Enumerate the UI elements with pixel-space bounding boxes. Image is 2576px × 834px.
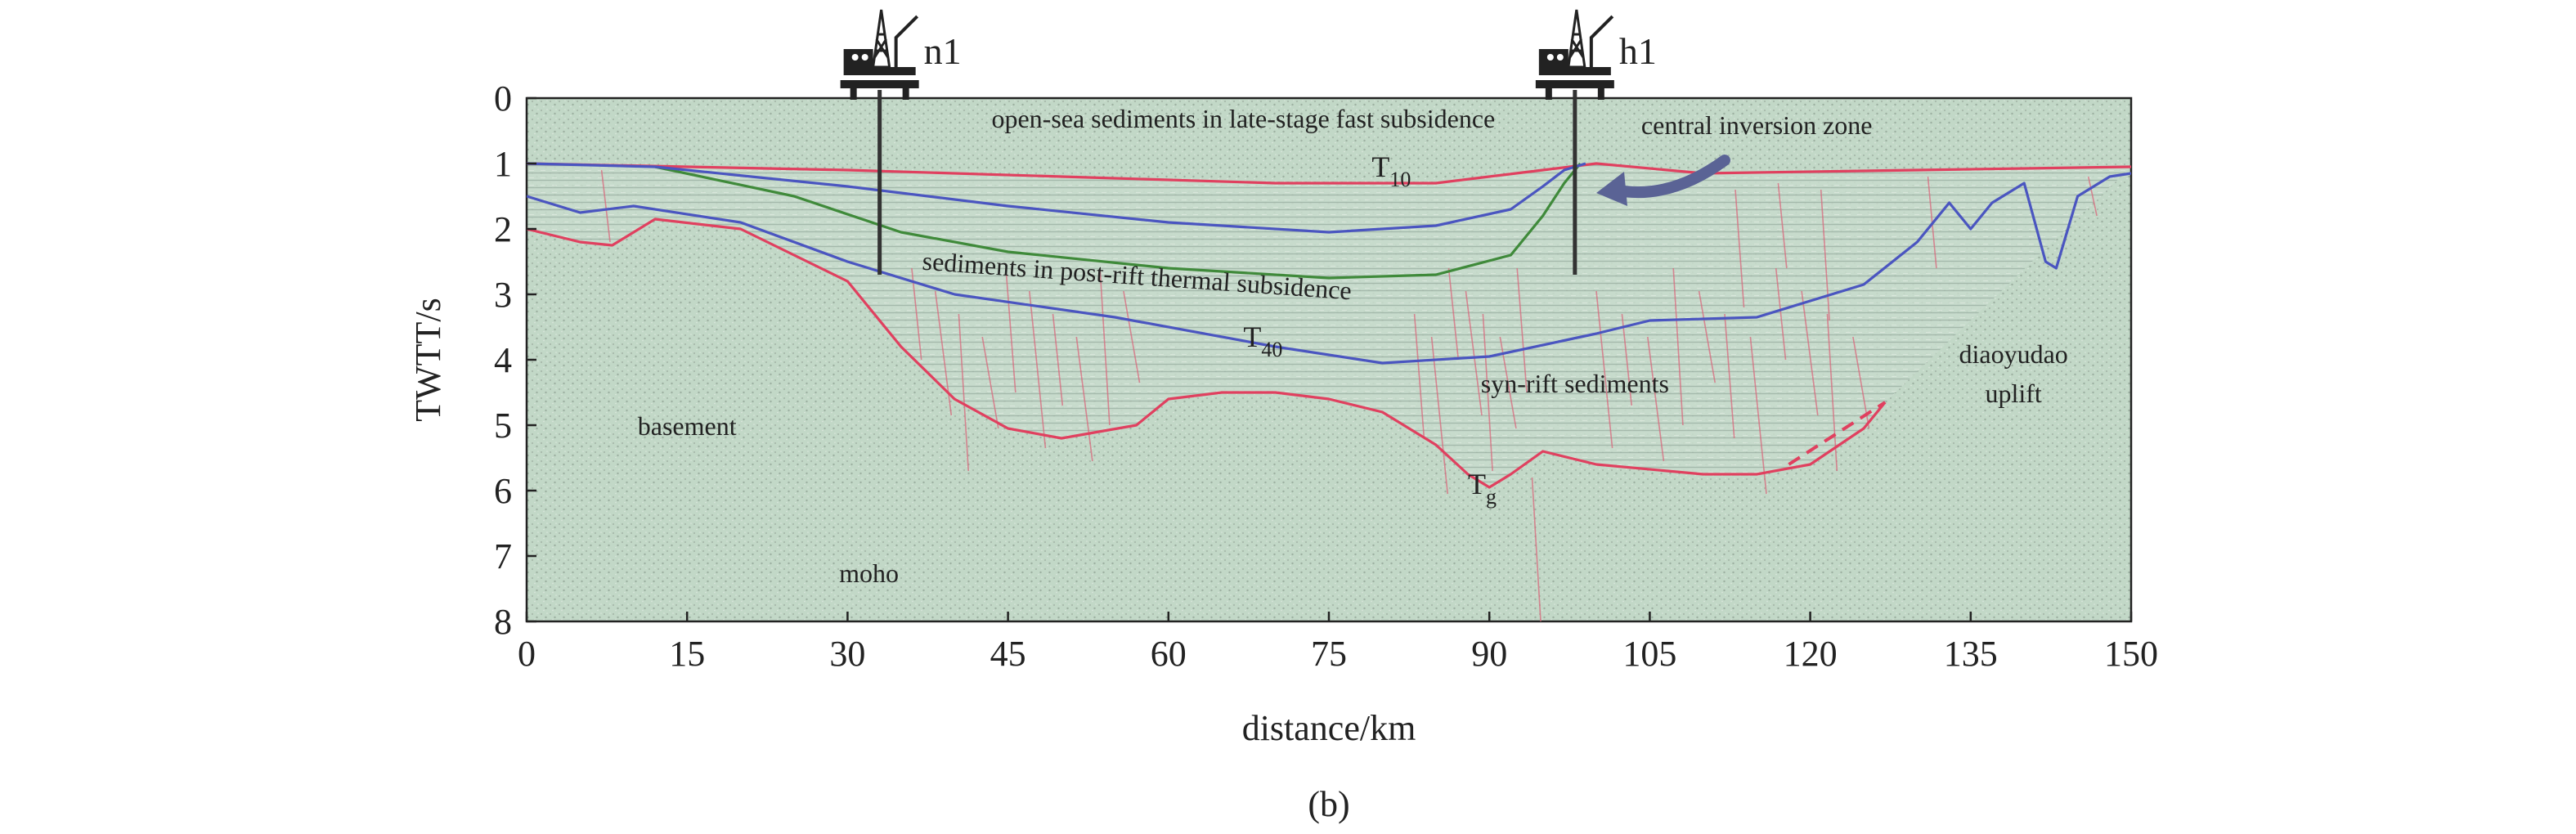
- well-label: h1: [1619, 30, 1657, 72]
- seismic-background: [527, 98, 2131, 621]
- x-axis: 0 15 30 45 60 75 90 105 120 135 150: [518, 612, 2158, 674]
- horizon-layer: [527, 162, 2131, 489]
- y-tick-label: 2: [494, 209, 512, 249]
- fault-line: [1647, 336, 1665, 462]
- horizon-line-2: [527, 162, 1586, 234]
- y-tick-label: 8: [494, 602, 512, 642]
- fault-line: [1820, 189, 1830, 321]
- annotation-text: open-sea sediments in late-stage fast su…: [991, 104, 1495, 133]
- fault-line: [1749, 336, 1767, 495]
- x-axis-label: distance/km: [1242, 708, 1416, 748]
- fault-line: [1698, 290, 1716, 383]
- x-tick-label: 15: [669, 634, 705, 674]
- fault-line: [911, 267, 922, 361]
- figure-subtitle: (b): [1308, 784, 1349, 824]
- fault-line: [1099, 267, 1111, 426]
- fault-line: [1482, 313, 1493, 472]
- tg-dashed-extension: [1788, 401, 1887, 466]
- fault-line: [1075, 336, 1093, 462]
- x-tick-label: 45: [990, 634, 1026, 674]
- y-axis-label: TWTT/s: [408, 298, 448, 422]
- fault-line: [1777, 182, 1788, 269]
- fault-line: [1672, 267, 1684, 426]
- fault-line: [1029, 290, 1047, 449]
- y-axis: 0 1 2 3 4 5 6 7 8: [494, 78, 536, 642]
- horizon-line-0: [527, 162, 2131, 185]
- annotation-text: syn-rift sediments: [1481, 369, 1669, 398]
- fault-line: [1052, 313, 1064, 406]
- x-tick-label: 0: [518, 634, 536, 674]
- annotation-text: moho: [839, 558, 899, 588]
- y-tick-label: 6: [494, 471, 512, 511]
- y-tick-label: 0: [494, 78, 512, 119]
- y-tick-label: 4: [494, 340, 512, 380]
- x-tick-label: 30: [829, 634, 865, 674]
- fault-line: [1801, 290, 1819, 416]
- fault-line: [981, 336, 999, 429]
- arrow-head: [1596, 172, 1627, 206]
- horizon-label: T40: [1243, 321, 1282, 361]
- y-tick-label: 3: [494, 275, 512, 315]
- oil-platform-icon: [1535, 9, 1614, 100]
- fault-line: [1516, 267, 1528, 393]
- fault-line: [1430, 336, 1448, 495]
- well-layer: n1 h1: [840, 9, 1657, 275]
- fault-line: [1005, 267, 1016, 393]
- horizon-label-layer: T10 T40 Tg: [1243, 150, 1497, 509]
- fault-line: [1826, 313, 1838, 472]
- fault-line: [1775, 267, 1787, 361]
- annotation-text: basement: [638, 411, 737, 441]
- fault-line: [600, 169, 611, 243]
- x-tick-label: 120: [1784, 634, 1838, 674]
- x-tick-label: 75: [1311, 634, 1347, 674]
- x-tick-label: 150: [2104, 634, 2158, 674]
- x-tick-label: 135: [1944, 634, 1998, 674]
- fault-line: [1413, 313, 1425, 439]
- fault-line: [1499, 336, 1517, 429]
- fault-line: [1595, 290, 1613, 449]
- annotation-text: uplift: [1985, 379, 2041, 408]
- fault-line: [1465, 290, 1483, 416]
- arrow-shaft: [1609, 155, 1730, 199]
- fault-line: [1621, 313, 1632, 406]
- horizon-line-4: [527, 217, 1887, 489]
- horizon-label: T10: [1371, 150, 1411, 191]
- y-tick-label: 5: [494, 406, 512, 446]
- fault-line: [1447, 267, 1460, 361]
- oil-platform-icon: [840, 9, 919, 100]
- x-tick-label: 60: [1151, 634, 1187, 674]
- annotation-text: diaoyudao: [1959, 339, 2067, 369]
- y-tick-label: 7: [494, 536, 512, 576]
- inversion-arrow: [1596, 155, 1730, 206]
- fault-line: [1531, 477, 1542, 621]
- annotation-text: central inversion zone: [1641, 110, 1873, 140]
- x-tick-label: 105: [1622, 634, 1676, 674]
- fault-line: [1735, 189, 1745, 308]
- horizon-line-1: [654, 162, 1582, 280]
- fault-line: [1724, 313, 1735, 439]
- x-tick-label: 90: [1471, 634, 1507, 674]
- well-label: n1: [924, 30, 962, 72]
- well-h1: h1: [1535, 9, 1657, 275]
- fault-line: [2087, 176, 2098, 217]
- horizon-label: Tg: [1468, 468, 1497, 509]
- horizon-line-3: [527, 172, 2131, 365]
- fault-line: [1123, 290, 1141, 383]
- well-n1: n1: [840, 9, 962, 275]
- fault-line: [958, 313, 969, 472]
- y-tick-label: 1: [494, 144, 512, 184]
